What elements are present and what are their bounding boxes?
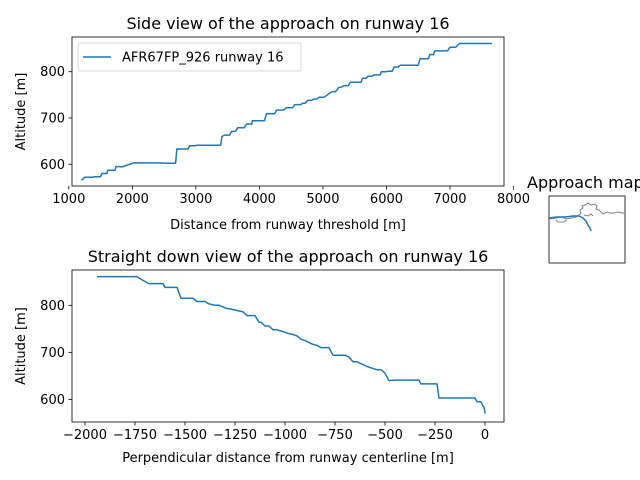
down-view-x-tick-label: −1750	[113, 428, 157, 443]
side-view-ticks: 1000 2000 3000 4000 5000 6000 7000 8000 600 700 80…	[40, 65, 530, 207]
side-view-plot-frame	[71, 36, 505, 187]
down-view-x-tick-label: −1250	[213, 428, 257, 443]
map-approach-track	[548, 215, 592, 232]
down-view-x-axis-label: Perpendicular distance from runway cente…	[122, 451, 454, 466]
side-view-x-tick-label: 5000	[306, 192, 339, 207]
legend-entry-label: AFR67FP_926 runway 16	[122, 51, 284, 66]
down-view-chart: Straight down view of the approach on ru…	[14, 247, 505, 466]
side-view-x-tick-label: 6000	[370, 192, 403, 207]
side-view-x-tick-label: 1000	[52, 192, 85, 207]
map-coastline-outline	[548, 202, 625, 223]
side-view-x-tick-label: 2000	[116, 192, 149, 207]
down-view-x-tick-label: −1000	[263, 428, 307, 443]
down-view-plot-frame	[71, 269, 505, 423]
side-view-x-tick-label: 7000	[433, 192, 466, 207]
down-view-y-tick-label: 600	[40, 393, 65, 408]
side-view-x-tick-label: 3000	[179, 192, 212, 207]
down-view-ticks: −2000 −1750 −1500 −1250 −1000 −750 −500 −250 0 60…	[40, 299, 489, 443]
side-view-y-tick-label: 800	[40, 65, 65, 80]
side-view-series-line	[80, 42, 492, 181]
side-view-x-axis-label: Distance from runway threshold [m]	[170, 218, 406, 233]
down-view-x-tick-label: −750	[317, 428, 353, 443]
approach-map: Approach map	[527, 173, 640, 264]
down-view-x-tick-label: 0	[481, 428, 489, 443]
side-view-chart: Side view of the approach on runway 16 1…	[14, 14, 530, 233]
approach-map-frame	[548, 195, 626, 264]
approach-map-title: Approach map	[527, 173, 640, 192]
side-view-x-tick-label: 4000	[243, 192, 276, 207]
down-view-title: Straight down view of the approach on ru…	[88, 247, 489, 266]
down-view-x-tick-label: −2000	[63, 428, 107, 443]
legend-box	[77, 42, 302, 72]
side-view-y-tick-label: 600	[40, 158, 65, 173]
down-view-series-line	[97, 275, 486, 414]
down-view-y-tick-label: 700	[40, 346, 65, 361]
down-view-y-axis-label: Altitude [m]	[14, 307, 29, 385]
down-view-x-tick-label: −250	[417, 428, 453, 443]
down-view-x-tick-label: −1500	[163, 428, 207, 443]
side-view-legend: AFR67FP_926 runway 16	[77, 42, 302, 72]
side-view-x-tick-label: 8000	[497, 192, 530, 207]
down-view-x-tick-label: −500	[367, 428, 403, 443]
side-view-title: Side view of the approach on runway 16	[126, 14, 449, 33]
side-view-y-axis-label: Altitude [m]	[14, 73, 29, 151]
side-view-y-tick-label: 700	[40, 111, 65, 126]
down-view-y-tick-label: 800	[40, 299, 65, 314]
